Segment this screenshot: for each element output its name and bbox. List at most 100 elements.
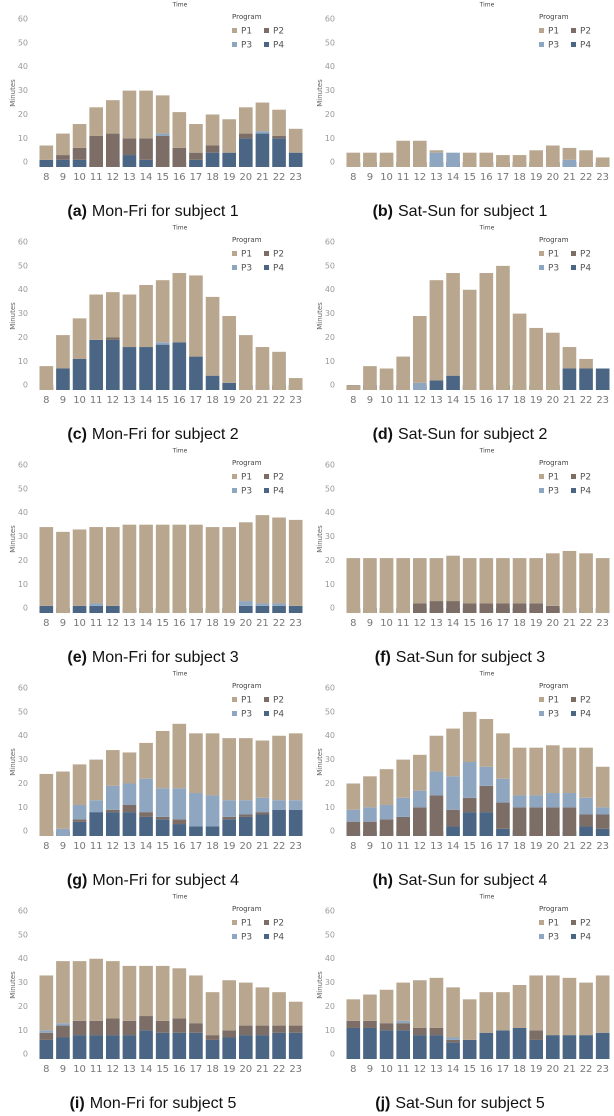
- x-tick-label: 9: [367, 395, 373, 406]
- x-tick-label: 20: [546, 1064, 559, 1075]
- x-tick-label: 15: [463, 172, 476, 183]
- bar-segment: [272, 517, 286, 604]
- bar-segment: [238, 738, 253, 801]
- x-tick-label: 8: [43, 618, 49, 629]
- bar-segment: [122, 155, 137, 167]
- bar-segment: [222, 738, 237, 801]
- y-tick-label: 50: [18, 707, 28, 716]
- bar-segment: [238, 522, 253, 602]
- bar-segment: [496, 265, 510, 390]
- y-tick-label: 50: [18, 38, 28, 47]
- x-tick-label: 10: [73, 1064, 86, 1075]
- y-tick-label: 60: [18, 461, 28, 470]
- bar-segment: [56, 159, 70, 167]
- bar-segment: [172, 824, 187, 836]
- bar-segment: [72, 764, 87, 805]
- bar-segment: [396, 797, 411, 817]
- bar-segment: [479, 812, 494, 836]
- bar-segment: [39, 773, 54, 836]
- bar-segment: [72, 124, 87, 148]
- bar-segment: [255, 740, 270, 798]
- bar-segment: [89, 135, 104, 167]
- bar-segment: [512, 985, 527, 1028]
- legend-swatch: [539, 265, 544, 270]
- y-tick-label: 20: [18, 779, 28, 788]
- bar-segment: [255, 603, 270, 606]
- legend-swatch: [264, 711, 269, 716]
- legend-swatch: [539, 711, 544, 716]
- bar-segment: [272, 809, 286, 836]
- bar-segment: [238, 982, 253, 1026]
- bar-segment: [155, 133, 170, 136]
- x-tick-label: 10: [73, 172, 86, 183]
- x-tick-label: 16: [173, 395, 186, 406]
- bar-segment: [462, 999, 477, 1040]
- x-tick-label: 20: [239, 395, 252, 406]
- bar-segment: [89, 812, 104, 836]
- x-tick-label: 14: [140, 395, 153, 406]
- x-tick-label: 21: [563, 172, 576, 183]
- caption-text: Sat-Sun for subject 4: [398, 872, 548, 889]
- bar-segment: [189, 152, 203, 160]
- caption: (f) Sat-Sun for subject 3: [375, 649, 546, 666]
- y-tick-label: 40: [325, 954, 335, 963]
- bar-segment: [346, 385, 361, 390]
- panel: Time Minutes 0 10 20 30 40 50 60 Program P1 P2 P3 P4 8…: [9, 448, 303, 666]
- x-tick-label: 21: [563, 395, 576, 406]
- bar-segment: [272, 1025, 286, 1033]
- legend-swatch: [232, 697, 237, 702]
- bar-segment: [496, 603, 510, 613]
- bar-segment: [89, 800, 104, 813]
- x-tick-label: 15: [156, 841, 169, 852]
- bar-segment: [122, 783, 137, 805]
- bar-segment: [39, 159, 54, 167]
- x-tick-label: 10: [380, 618, 393, 629]
- bar-segment: [189, 733, 203, 794]
- x-tick-label: 23: [289, 841, 302, 852]
- bar-segment: [56, 368, 70, 390]
- bar-segment: [139, 1016, 153, 1031]
- x-tick-label: 13: [430, 618, 443, 629]
- bar-segment: [205, 826, 220, 836]
- x-tick-label: 14: [447, 172, 460, 183]
- y-axis-label: Minutes: [316, 79, 324, 107]
- x-tick-label: 11: [397, 172, 410, 183]
- bar-segment: [56, 1025, 70, 1038]
- bar-segment: [446, 273, 460, 376]
- bar-segment: [446, 555, 460, 602]
- x-tick-label: 16: [480, 172, 493, 183]
- y-tick-label: 50: [18, 484, 28, 493]
- y-tick-label: 0: [330, 827, 335, 836]
- x-tick-label: 17: [190, 618, 203, 629]
- x-tick-label: 21: [563, 618, 576, 629]
- bar-segment: [122, 90, 137, 139]
- caption-label: (b): [373, 203, 393, 220]
- x-tick-label: 16: [173, 618, 186, 629]
- bar-segment: [595, 368, 610, 390]
- x-tick-label: 17: [190, 172, 203, 183]
- bar-segment: [363, 366, 377, 390]
- bar-segment: [595, 766, 610, 808]
- bar-segment: [155, 1032, 170, 1059]
- legend-title: Program: [539, 13, 569, 21]
- legend-label: P2: [273, 919, 284, 929]
- bar-segment: [56, 771, 70, 829]
- bar-segment: [172, 968, 187, 1019]
- x-tick-label: 17: [190, 841, 203, 852]
- y-axis-label: Minutes: [9, 525, 17, 553]
- x-tick-label: 16: [173, 841, 186, 852]
- bar-segment: [172, 1032, 187, 1059]
- bar-segment: [346, 809, 361, 822]
- bar-segment: [155, 788, 170, 817]
- legend-swatch: [232, 934, 237, 939]
- bar-segment: [255, 515, 270, 604]
- legend-label: P4: [580, 264, 591, 274]
- bar-segment: [429, 1035, 444, 1059]
- x-tick-label: 8: [43, 172, 49, 183]
- bar-segment: [105, 100, 120, 134]
- legend-swatch: [264, 28, 269, 33]
- bar-segment: [562, 550, 577, 613]
- bar-segment: [255, 102, 270, 132]
- bar-segment: [396, 1023, 411, 1031]
- bar-segment: [363, 1027, 377, 1059]
